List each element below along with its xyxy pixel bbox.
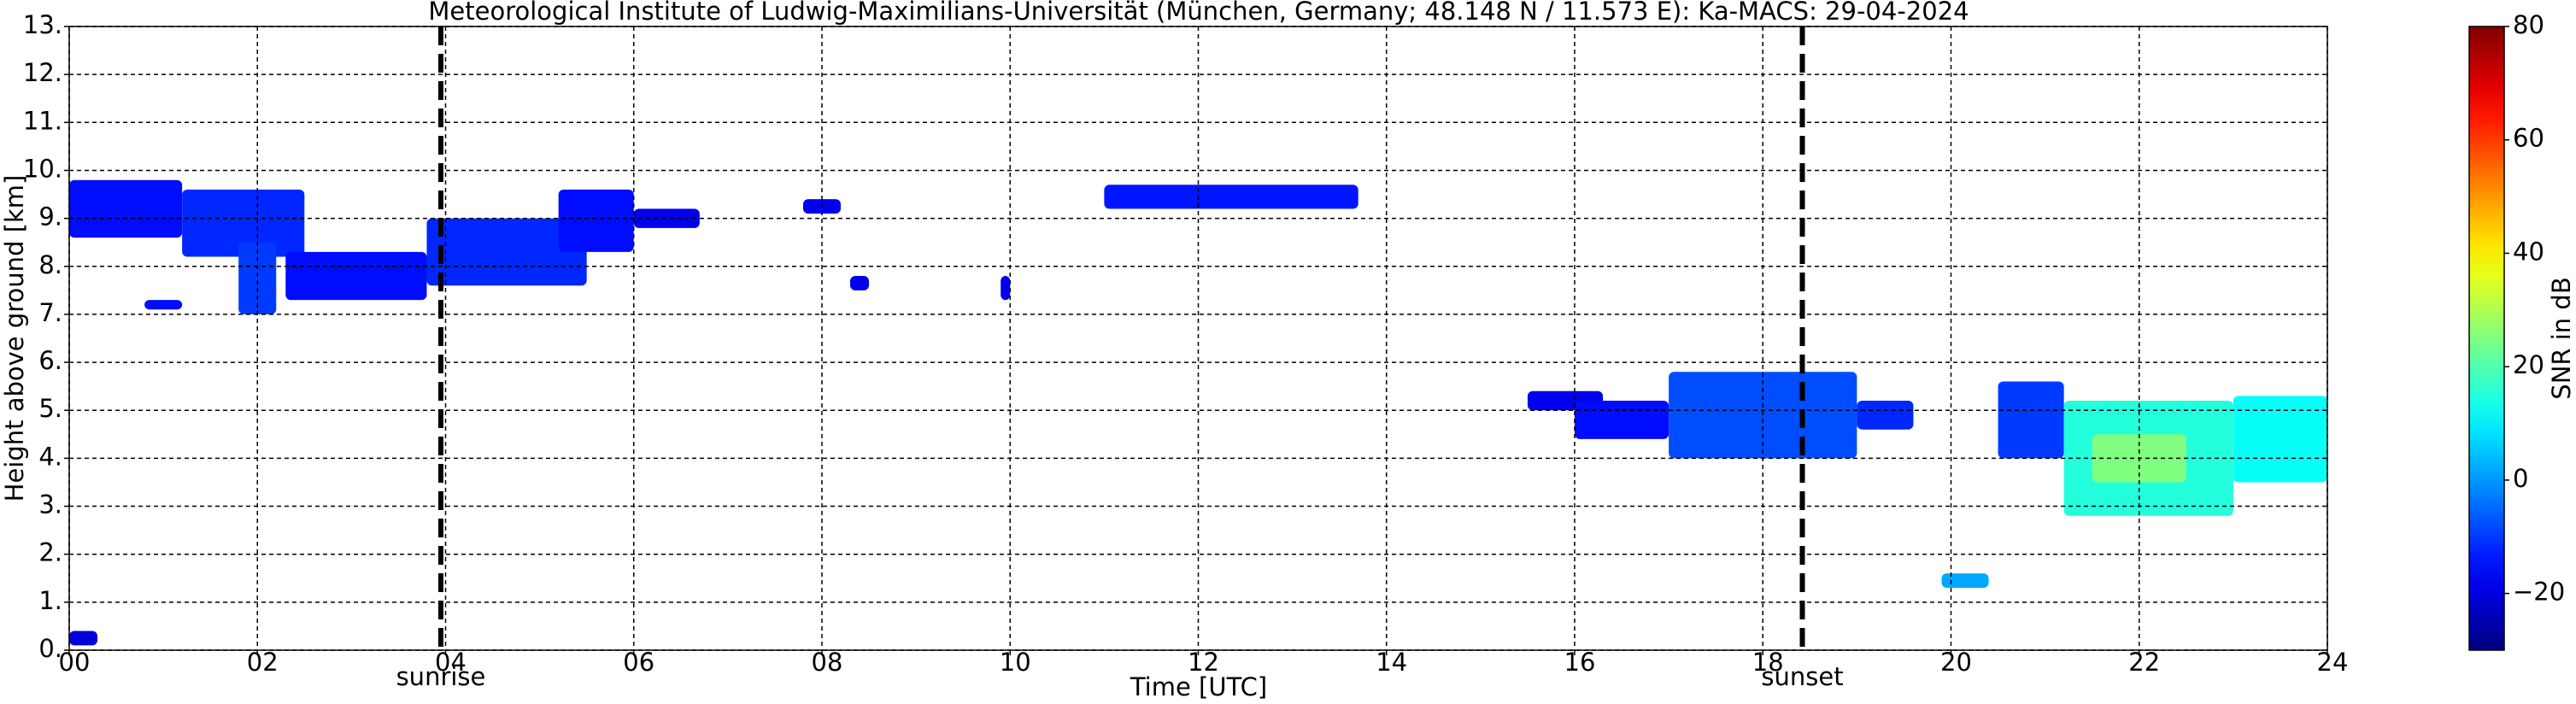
echo: [633, 208, 700, 228]
colorbar-label: SNR in dB: [2547, 277, 2576, 399]
echo: [182, 189, 305, 257]
x-tick-label: 16: [1564, 648, 1596, 677]
plot-frame: [68, 26, 2328, 651]
echo: [1857, 401, 1914, 430]
colorbar-tick-label: 0: [2513, 464, 2528, 493]
echo: [1998, 381, 2064, 459]
x-tick-label: 24: [2317, 648, 2349, 677]
y-tick-label: 0.: [38, 634, 62, 663]
echo: [1000, 276, 1011, 301]
x-axis-label: Time [UTC]: [1130, 672, 1267, 701]
y-axis-label: Height above ground [km]: [0, 175, 29, 502]
echo: [850, 276, 870, 290]
echo: [1575, 401, 1669, 439]
x-tick-label: 12: [1188, 648, 1219, 677]
x-tick-label: 22: [2128, 648, 2160, 677]
colorbar-tick-label: 40: [2513, 237, 2544, 266]
echo: [69, 179, 183, 238]
echo: [238, 242, 277, 314]
echo: [1941, 573, 1989, 588]
y-tick-label: 13.: [23, 10, 62, 39]
x-tick-label: 00: [59, 648, 91, 677]
y-tick-label: 2.: [38, 538, 62, 567]
y-tick-label: 1.: [38, 586, 62, 615]
echo: [2233, 396, 2327, 483]
colorbar-tick-label: −20: [2513, 578, 2565, 607]
x-tick-label: 10: [1000, 648, 1031, 677]
x-tick-label: 18: [1752, 648, 1784, 677]
x-tick-label: 06: [623, 648, 654, 677]
echo: [69, 631, 98, 646]
x-tick-label: 14: [1376, 648, 1407, 677]
colorbar-tick-label: 20: [2513, 350, 2544, 379]
x-tick-label: 08: [812, 648, 843, 677]
y-tick-label: 10.: [23, 154, 62, 183]
y-tick-label: 12.: [23, 58, 62, 87]
echo: [558, 189, 634, 252]
y-tick-label: 11.: [23, 106, 62, 135]
echo: [144, 300, 183, 310]
echo: [426, 218, 587, 286]
y-tick-label: 5.: [38, 394, 62, 423]
y-tick-label: 4.: [38, 442, 62, 471]
event-label: sunrise: [396, 662, 486, 691]
colorbar-tick-label: 80: [2513, 10, 2544, 39]
y-tick-label: 9.: [38, 202, 62, 232]
x-tick-label: 02: [247, 648, 279, 677]
y-tick-label: 7.: [38, 298, 62, 327]
y-tick-label: 6.: [38, 346, 62, 375]
chart-title: Meteorological Institute of Ludwig-Maxim…: [428, 0, 1969, 26]
y-tick-label: 3.: [38, 490, 62, 519]
colorbar-tick-label: 60: [2513, 124, 2544, 153]
echo: [285, 251, 427, 301]
x-tick-label: 04: [435, 648, 466, 677]
colorbar: [2468, 26, 2505, 651]
event-label: sunset: [1761, 662, 1843, 691]
x-tick-label: 20: [1940, 648, 1972, 677]
y-tick-label: 8.: [38, 250, 62, 279]
echo: [1104, 185, 1358, 209]
